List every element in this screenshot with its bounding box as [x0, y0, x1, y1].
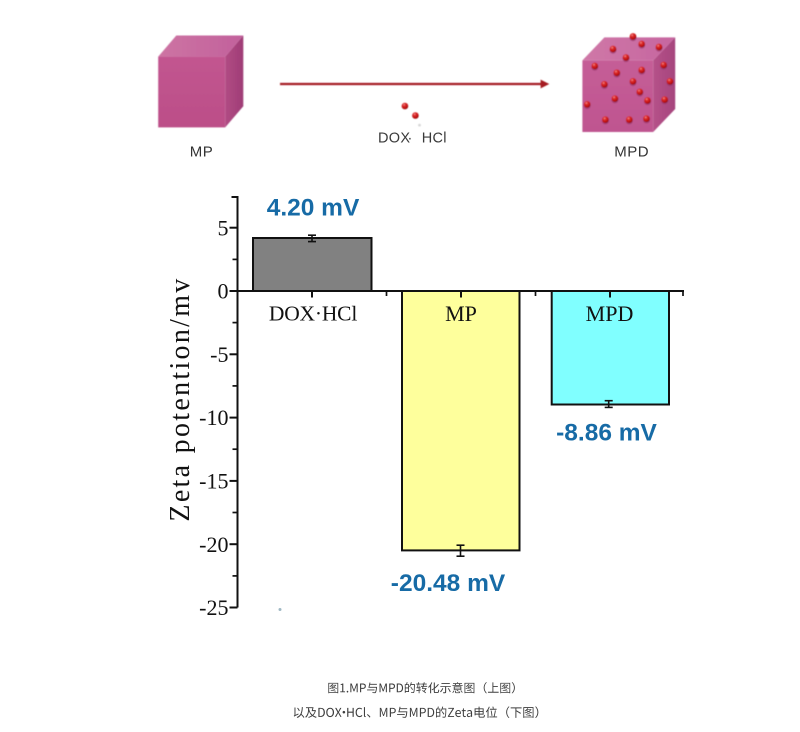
svg-text:-15: -15	[199, 469, 228, 494]
svg-text:-5: -5	[210, 342, 228, 367]
svg-text:-20: -20	[199, 532, 228, 557]
svg-text:·: ·	[408, 131, 413, 147]
svg-text:0: 0	[218, 279, 229, 304]
svg-text:MP: MP	[445, 301, 477, 326]
svg-text:MPD: MPD	[614, 144, 649, 161]
svg-text:Zeta potention/mv: Zeta potention/mv	[165, 276, 196, 521]
svg-text:MP: MP	[190, 144, 214, 161]
svg-text:DOX: DOX	[378, 131, 410, 147]
svg-text:DOX·HCl: DOX·HCl	[269, 302, 357, 326]
svg-text:MPD: MPD	[586, 301, 634, 326]
svg-text:HCl: HCl	[422, 131, 447, 147]
svg-text:-10: -10	[199, 405, 228, 430]
svg-text:5: 5	[218, 215, 229, 240]
svg-text:-25: -25	[199, 595, 228, 620]
svg-text:-8.86 mV: -8.86 mV	[556, 420, 657, 447]
svg-text:-20.48 mV: -20.48 mV	[391, 570, 506, 597]
svg-text:4.20 mV: 4.20 mV	[267, 195, 360, 222]
